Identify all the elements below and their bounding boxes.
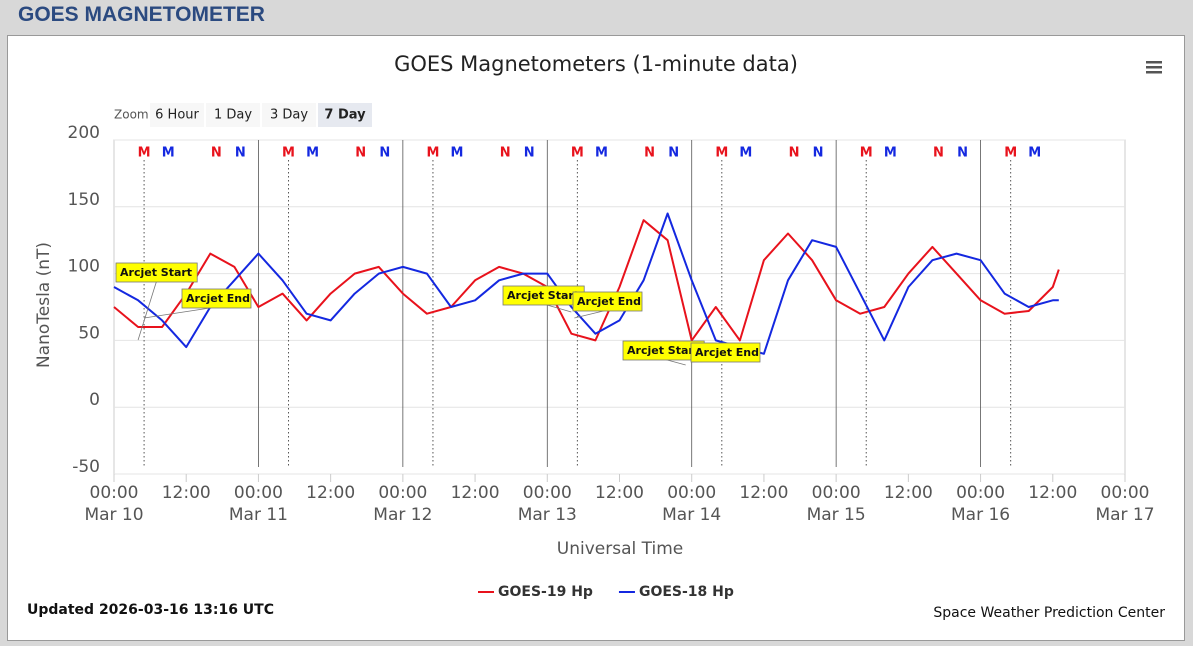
zoom-label: Zoom (114, 108, 149, 122)
y-tick-label: -50 (72, 457, 100, 477)
marker-label: N (500, 146, 511, 161)
marker-label: M (1028, 146, 1041, 161)
legend-label: GOES-19 Hp (498, 584, 593, 600)
x-tick-label: 00:00 Mar 10 (84, 483, 144, 525)
marker-label: N (355, 146, 366, 161)
zoom-button-bg (206, 103, 260, 127)
zoom-button-bg (262, 103, 316, 127)
annotation-label: Arcjet Start (507, 289, 579, 302)
y-tick-label: 100 (68, 257, 100, 277)
zoom-button[interactable]: 7 Day (318, 103, 372, 127)
legend-label: GOES-18 Hp (639, 584, 734, 600)
chart-title: GOES Magnetometers (1-minute data) (394, 52, 798, 76)
series-line (113, 219, 1060, 342)
marker-label: M (282, 146, 295, 161)
header-title: GOES MAGNETOMETER (18, 3, 265, 26)
updated: Updated 2026-03-16 13:16 UTC (27, 602, 274, 618)
zoom-button[interactable]: 1 Day (206, 103, 260, 127)
marker-label: M (595, 146, 608, 161)
x-tick-label: 12:00 (161, 483, 211, 503)
menu-icon[interactable] (1146, 61, 1162, 74)
x-tick-label: 00:00 Mar 16 (951, 483, 1011, 525)
marker-label: N (933, 146, 944, 161)
marker-label: M (162, 146, 175, 161)
x-tick-label: 00:00 Mar 14 (662, 483, 722, 525)
y-tick-label: 0 (89, 390, 100, 410)
zoom-button-label: 3 Day (270, 108, 308, 123)
marker-label: N (644, 146, 655, 161)
y-tick-label: 150 (68, 190, 100, 210)
zoom-button-label: 7 Day (324, 108, 366, 123)
marker-label: N (524, 146, 535, 161)
annotation-box (690, 342, 761, 363)
marker-label: M (426, 146, 439, 161)
y-tick-label: 50 (78, 323, 100, 343)
marker-label: M (451, 146, 464, 161)
x-tick-label: 00:00 Mar 11 (228, 483, 288, 525)
annotation-label: Arcjet End (186, 292, 250, 305)
annotation-box (181, 288, 252, 309)
annotation-label: Arcjet End (577, 295, 641, 308)
x-tick-label: 00:00 Mar 13 (517, 483, 577, 525)
x-tick-label: 12:00 (1028, 483, 1078, 503)
y-axis-title: NanoTesla (nT) (34, 242, 54, 368)
annotation-connector (144, 306, 217, 319)
zoom-button[interactable]: 6 Hour (150, 103, 204, 127)
annotation-connector (137, 280, 157, 341)
marker-label: N (668, 146, 679, 161)
x-tick-label: 12:00 (883, 483, 933, 503)
marker-label: M (860, 146, 873, 161)
marker-label: M (884, 146, 897, 161)
zoom-button-bg (318, 103, 372, 127)
x-axis-title: Universal Time (557, 539, 683, 559)
marker-label: M (138, 146, 151, 161)
x-tick-label: 00:00 Mar 12 (373, 483, 433, 525)
annotation-label: Arcjet Start (120, 266, 192, 279)
zoom-button-bg (150, 103, 204, 127)
marker-label: M (739, 146, 752, 161)
marker-label: N (813, 146, 824, 161)
zoom-button-label: 1 Day (214, 108, 252, 123)
marker-label: M (715, 146, 728, 161)
marker-label: N (379, 146, 390, 161)
x-tick-label: 12:00 (450, 483, 500, 503)
x-tick-label: 00:00 Mar 17 (1095, 483, 1155, 525)
credit: Space Weather Prediction Center (933, 605, 1165, 621)
marker-label: N (235, 146, 246, 161)
annotation-box (115, 262, 198, 283)
zoom-button[interactable]: 3 Day (262, 103, 316, 127)
x-tick-label: 12:00 (739, 483, 789, 503)
x-tick-label: 12:00 (595, 483, 644, 503)
annotation-box (572, 291, 643, 312)
y-tick-label: 200 (68, 123, 100, 143)
marker-label: M (571, 146, 584, 161)
zoom-button-label: 6 Hour (155, 108, 199, 123)
x-tick-label: 00:00 Mar 15 (806, 483, 866, 525)
annotation-label: Arcjet End (695, 346, 759, 359)
x-tick-label: 12:00 (306, 483, 356, 503)
annotation-label: Arcjet Start (627, 344, 699, 357)
marker-label: N (957, 146, 968, 161)
marker-label: N (789, 146, 800, 161)
marker-label: M (1004, 146, 1017, 161)
marker-label: M (306, 146, 319, 161)
marker-label: N (211, 146, 222, 161)
series-line (113, 212, 1059, 355)
